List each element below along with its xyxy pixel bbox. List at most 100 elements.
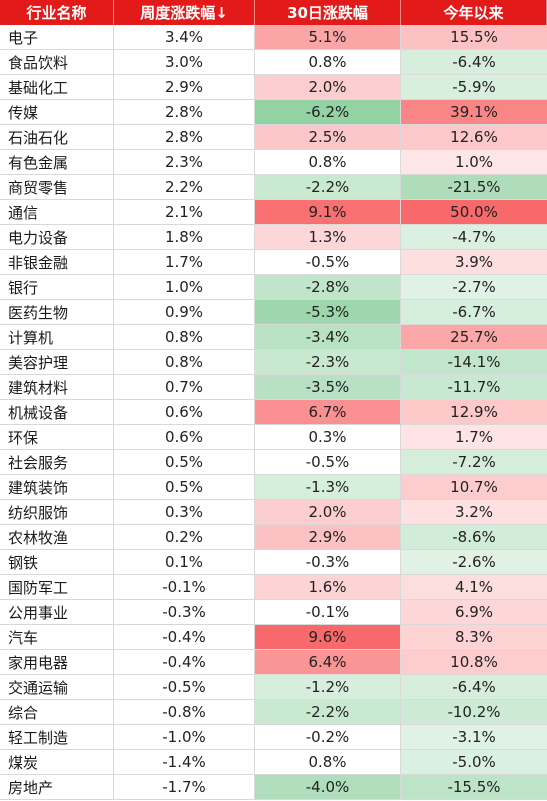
value-cell: 2.2% [114,175,255,200]
table-row: 医药生物 0.9% -5.3% -6.7% [0,300,547,325]
industry-name: 电子 [0,25,114,50]
value-cell: -4.7% [401,225,547,250]
value-cell: 3.0% [114,50,255,75]
industry-name: 通信 [0,200,114,225]
value-cell: 10.8% [401,650,547,675]
table-row: 煤炭 -1.4% 0.8% -5.0% [0,750,547,775]
value-cell: -0.3% [114,600,255,625]
column-header: 今年以来 [401,0,547,25]
value-cell: -14.1% [401,350,547,375]
industry-name: 基础化工 [0,75,114,100]
industry-name: 银行 [0,275,114,300]
industry-name: 有色金属 [0,150,114,175]
value-cell: 3.9% [401,250,547,275]
value-cell: 15.5% [401,25,547,50]
industry-name: 国防军工 [0,575,114,600]
value-cell: 0.9% [114,300,255,325]
table-row: 纺织服饰 0.3% 2.0% 3.2% [0,500,547,525]
industry-name: 社会服务 [0,450,114,475]
industry-name: 传媒 [0,100,114,125]
industry-name: 医药生物 [0,300,114,325]
value-cell: 0.8% [255,50,401,75]
table-row: 商贸零售 2.2% -2.2% -21.5% [0,175,547,200]
value-cell: -8.6% [401,525,547,550]
value-cell: 3.2% [401,500,547,525]
table-row: 建筑装饰 0.5% -1.3% 10.7% [0,475,547,500]
value-cell: 2.0% [255,75,401,100]
industry-name: 钢铁 [0,550,114,575]
value-cell: 6.4% [255,650,401,675]
value-cell: 4.1% [401,575,547,600]
industry-name: 环保 [0,425,114,450]
value-cell: -0.4% [114,625,255,650]
industry-name: 食品饮料 [0,50,114,75]
value-cell: 6.9% [401,600,547,625]
value-cell: -10.2% [401,700,547,725]
value-cell: -0.5% [255,450,401,475]
value-cell: -1.3% [255,475,401,500]
value-cell: 39.1% [401,100,547,125]
value-cell: 9.6% [255,625,401,650]
value-cell: 0.8% [255,750,401,775]
industry-name: 轻工制造 [0,725,114,750]
industry-name: 电力设备 [0,225,114,250]
table-row: 电子 3.4% 5.1% 15.5% [0,25,547,50]
value-cell: 3.4% [114,25,255,50]
table-row: 交通运输 -0.5% -1.2% -6.4% [0,675,547,700]
value-cell: -21.5% [401,175,547,200]
industry-name: 公用事业 [0,600,114,625]
industry-name: 石油石化 [0,125,114,150]
value-cell: -2.2% [255,175,401,200]
value-cell: 0.3% [255,425,401,450]
industry-name: 计算机 [0,325,114,350]
table-row: 电力设备 1.8% 1.3% -4.7% [0,225,547,250]
table-row: 国防军工 -0.1% 1.6% 4.1% [0,575,547,600]
industry-name: 建筑装饰 [0,475,114,500]
table-row: 银行 1.0% -2.8% -2.7% [0,275,547,300]
table-row: 房地产 -1.7% -4.0% -15.5% [0,775,547,800]
value-cell: -0.8% [114,700,255,725]
value-cell: -2.3% [255,350,401,375]
table-row: 环保 0.6% 0.3% 1.7% [0,425,547,450]
value-cell: -0.2% [255,725,401,750]
value-cell: 0.7% [114,375,255,400]
value-cell: -3.4% [255,325,401,350]
value-cell: 50.0% [401,200,547,225]
table-row: 非银金融 1.7% -0.5% 3.9% [0,250,547,275]
value-cell: 1.6% [255,575,401,600]
value-cell: -1.2% [255,675,401,700]
table-row: 农林牧渔 0.2% 2.9% -8.6% [0,525,547,550]
value-cell: 0.5% [114,450,255,475]
value-cell: -0.1% [114,575,255,600]
value-cell: -3.1% [401,725,547,750]
value-cell: 0.5% [114,475,255,500]
industry-name: 纺织服饰 [0,500,114,525]
value-cell: 1.0% [114,275,255,300]
value-cell: 25.7% [401,325,547,350]
value-cell: 9.1% [255,200,401,225]
value-cell: 6.7% [255,400,401,425]
value-cell: 5.1% [255,25,401,50]
table-row: 传媒 2.8% -6.2% 39.1% [0,100,547,125]
value-cell: 8.3% [401,625,547,650]
value-cell: 2.9% [255,525,401,550]
industry-name: 美容护理 [0,350,114,375]
value-cell: 2.0% [255,500,401,525]
value-cell: 2.9% [114,75,255,100]
value-cell: 0.1% [114,550,255,575]
value-cell: -0.5% [114,675,255,700]
value-cell: -6.4% [401,675,547,700]
table-row: 公用事业 -0.3% -0.1% 6.9% [0,600,547,625]
table-row: 钢铁 0.1% -0.3% -2.6% [0,550,547,575]
value-cell: 1.8% [114,225,255,250]
value-cell: -0.4% [114,650,255,675]
value-cell: 0.8% [114,325,255,350]
value-cell: -15.5% [401,775,547,800]
value-cell: -2.2% [255,700,401,725]
table-row: 建筑材料 0.7% -3.5% -11.7% [0,375,547,400]
table-row: 食品饮料 3.0% 0.8% -6.4% [0,50,547,75]
value-cell: -11.7% [401,375,547,400]
value-cell: 2.5% [255,125,401,150]
value-cell: 12.6% [401,125,547,150]
